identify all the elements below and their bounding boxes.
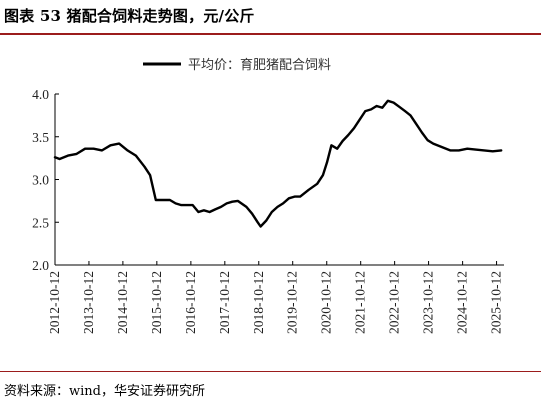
x-tick-label: 2015-10-12 bbox=[149, 271, 164, 334]
x-tick-label: 2014-10-12 bbox=[115, 271, 130, 334]
x-tick-label: 2025-10-12 bbox=[489, 271, 504, 334]
x-tick-label: 2023-10-12 bbox=[421, 271, 436, 334]
legend-label: 平均价：育肥猪配合饲料 bbox=[188, 57, 331, 73]
x-tick-label: 2017-10-12 bbox=[217, 271, 232, 334]
source-note: 资料来源：wind，华安证券研究所 bbox=[4, 384, 205, 399]
series-line bbox=[53, 99, 503, 228]
x-tick-label: 2020-10-12 bbox=[319, 271, 334, 334]
x-tick-label: 2018-10-12 bbox=[251, 271, 266, 334]
y-tick-label: 2.0 bbox=[32, 258, 49, 273]
y-tick-label: 4.0 bbox=[32, 87, 49, 102]
x-tick-label: 2016-10-12 bbox=[183, 271, 198, 334]
x-tick-label: 2012-10-12 bbox=[47, 271, 62, 334]
top-rule bbox=[0, 33, 541, 35]
bottom-rule bbox=[0, 371, 541, 372]
y-tick-label: 3.0 bbox=[32, 173, 49, 188]
x-tick-label: 2021-10-12 bbox=[353, 271, 368, 334]
x-tick-label: 2024-10-12 bbox=[455, 271, 470, 334]
y-tick-label: 3.5 bbox=[32, 130, 49, 145]
x-tick-label: 2022-10-12 bbox=[387, 271, 402, 334]
x-tick-label: 2019-10-12 bbox=[285, 271, 300, 334]
chart-title: 图表 53 猪配合饲料走势图，元/公斤 bbox=[4, 7, 255, 25]
x-tick-label: 2013-10-12 bbox=[81, 271, 96, 334]
y-tick-label: 2.5 bbox=[32, 215, 49, 230]
